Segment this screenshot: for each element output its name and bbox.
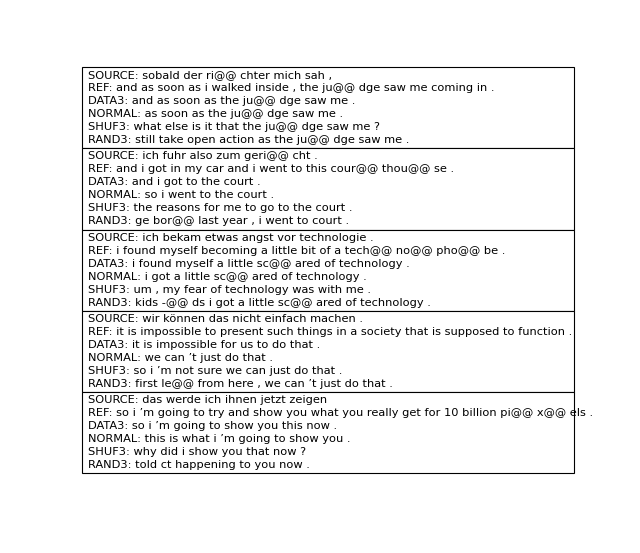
Text: SHUF3: the reasons for me to go to the court .: SHUF3: the reasons for me to go to the c… — [88, 204, 353, 213]
Text: SOURCE: wir können das nicht einfach machen .: SOURCE: wir können das nicht einfach mac… — [88, 314, 364, 324]
Text: NORMAL: so i went to the court .: NORMAL: so i went to the court . — [88, 190, 275, 200]
Text: SOURCE: das werde ich ihnen jetzt zeigen: SOURCE: das werde ich ihnen jetzt zeigen — [88, 395, 328, 405]
Bar — [83, 229, 573, 311]
Text: REF: and i got in my car and i went to this cour@@ thou@@ se .: REF: and i got in my car and i went to t… — [88, 164, 454, 174]
Text: SHUF3: so i ’m not sure we can just do that .: SHUF3: so i ’m not sure we can just do t… — [88, 366, 343, 376]
Text: SOURCE: ich bekam etwas angst vor technologie .: SOURCE: ich bekam etwas angst vor techno… — [88, 233, 374, 243]
Text: NORMAL: we can ’t just do that .: NORMAL: we can ’t just do that . — [88, 353, 273, 363]
Text: SHUF3: um , my fear of technology was with me .: SHUF3: um , my fear of technology was wi… — [88, 285, 371, 295]
Text: RAND3: told ct happening to you now .: RAND3: told ct happening to you now . — [88, 460, 310, 470]
Text: RAND3: ge bor@@ last year , i went to court .: RAND3: ge bor@@ last year , i went to co… — [88, 216, 349, 227]
Text: SOURCE: sobald der ri@@ chter mich sah ,: SOURCE: sobald der ri@@ chter mich sah , — [88, 70, 333, 80]
Text: RAND3: first le@@ from here , we can ’t just do that .: RAND3: first le@@ from here , we can ’t … — [88, 379, 394, 389]
Text: RAND3: kids -@@ ds i got a little sc@@ ared of technology .: RAND3: kids -@@ ds i got a little sc@@ a… — [88, 298, 431, 307]
Text: REF: i found myself becoming a little bit of a tech@@ no@@ pho@@ be .: REF: i found myself becoming a little bi… — [88, 246, 506, 255]
Bar — [83, 148, 573, 229]
Text: DATA3: and i got to the court .: DATA3: and i got to the court . — [88, 178, 261, 187]
Bar — [83, 67, 573, 148]
Text: RAND3: still take open action as the ju@@ dge saw me .: RAND3: still take open action as the ju@… — [88, 135, 410, 145]
Text: SOURCE: ich fuhr also zum geri@@ cht .: SOURCE: ich fuhr also zum geri@@ cht . — [88, 152, 318, 161]
Text: REF: so i ’m going to try and show you what you really get for 10 billion pi@@ x: REF: so i ’m going to try and show you w… — [88, 408, 593, 418]
Text: NORMAL: as soon as the ju@@ dge saw me .: NORMAL: as soon as the ju@@ dge saw me . — [88, 109, 344, 119]
Text: DATA3: and as soon as the ju@@ dge saw me .: DATA3: and as soon as the ju@@ dge saw m… — [88, 96, 356, 106]
Text: SHUF3: what else is it that the ju@@ dge saw me ?: SHUF3: what else is it that the ju@@ dge… — [88, 122, 380, 132]
Text: DATA3: i found myself a little sc@@ ared of technology .: DATA3: i found myself a little sc@@ ared… — [88, 259, 410, 269]
Text: REF: and as soon as i walked inside , the ju@@ dge saw me coming in .: REF: and as soon as i walked inside , th… — [88, 84, 495, 93]
Text: DATA3: it is impossible for us to do that .: DATA3: it is impossible for us to do tha… — [88, 340, 321, 349]
Bar — [83, 392, 573, 473]
Text: NORMAL: this is what i ’m going to show you .: NORMAL: this is what i ’m going to show … — [88, 434, 351, 444]
Text: NORMAL: i got a little sc@@ ared of technology .: NORMAL: i got a little sc@@ ared of tech… — [88, 272, 367, 281]
Text: SHUF3: why did i show you that now ?: SHUF3: why did i show you that now ? — [88, 447, 307, 457]
Bar — [83, 311, 573, 392]
Text: REF: it is impossible to present such things in a society that is supposed to fu: REF: it is impossible to present such th… — [88, 327, 573, 337]
Text: DATA3: so i ’m going to show you this now .: DATA3: so i ’m going to show you this no… — [88, 421, 337, 431]
